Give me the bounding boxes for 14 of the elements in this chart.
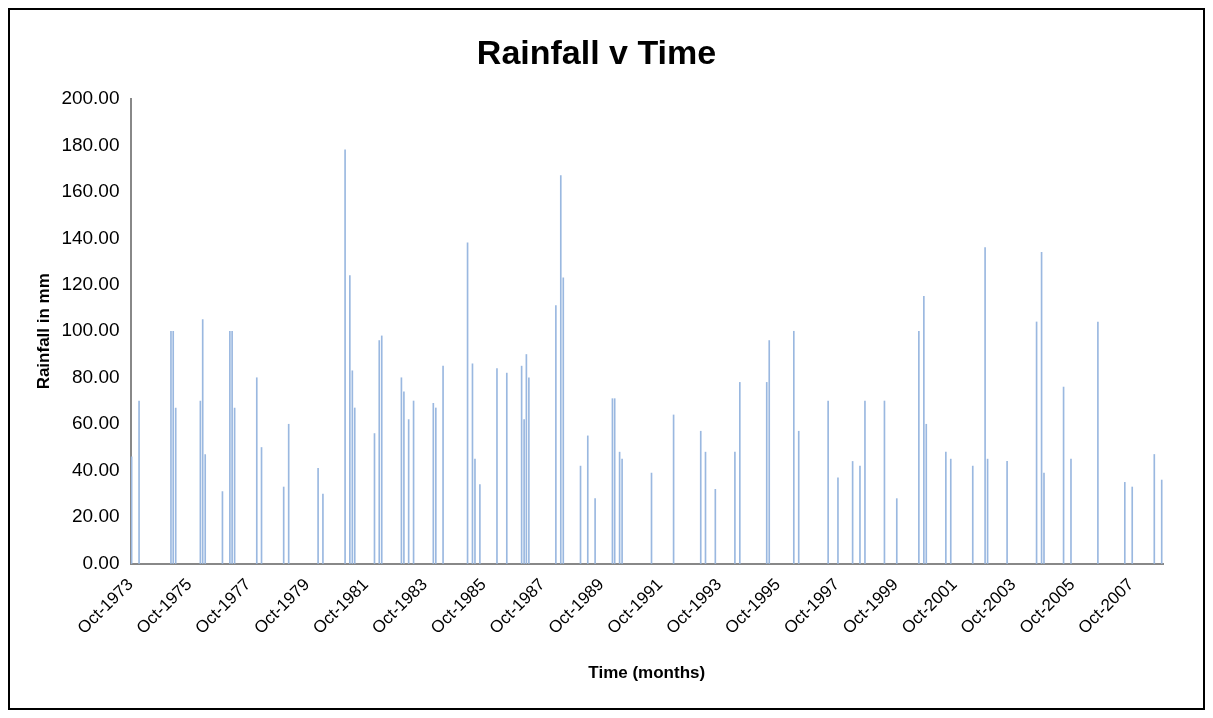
y-tick-label: 160.00 xyxy=(61,180,120,202)
y-axis-title: Rainfall in mm xyxy=(33,273,53,390)
y-tick-label: 0.00 xyxy=(82,551,120,573)
y-tick-label: 120.00 xyxy=(61,273,120,295)
y-tick-label: 20.00 xyxy=(71,505,120,527)
y-tick-label: 100.00 xyxy=(61,319,120,341)
chart-title: Rainfall v Time xyxy=(476,32,717,71)
y-tick-label: 140.00 xyxy=(61,226,120,248)
y-tick-label: 200.00 xyxy=(61,87,120,109)
y-tick-label: 180.00 xyxy=(61,133,120,155)
y-tick-label: 40.00 xyxy=(71,458,120,480)
y-tick-label: 60.00 xyxy=(71,412,120,434)
x-axis-title: Time (months) xyxy=(588,663,706,683)
y-tick-label: 80.00 xyxy=(71,365,120,387)
